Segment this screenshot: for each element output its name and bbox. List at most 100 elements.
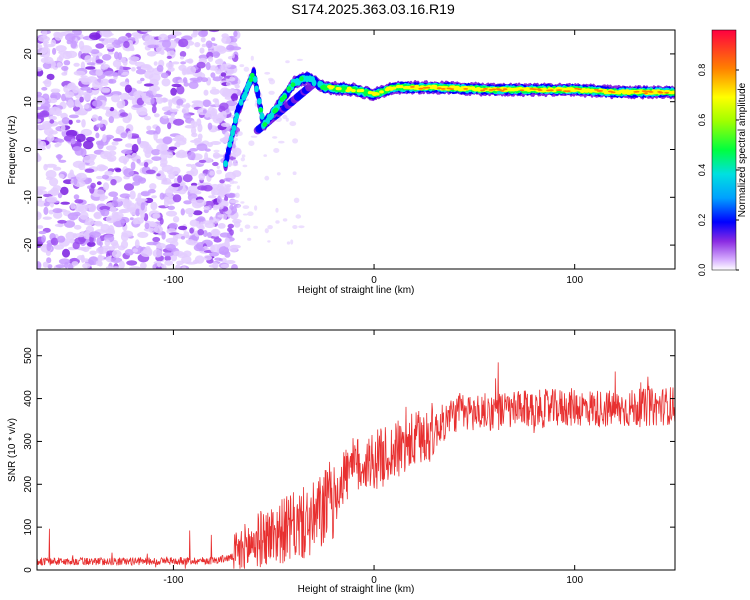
- noise-blob: [111, 39, 123, 48]
- ridge-blob: [549, 89, 554, 92]
- noise-blob: [49, 177, 59, 187]
- noise-blob: [70, 202, 76, 210]
- noise-blob: [126, 260, 138, 266]
- noise-blob: [213, 149, 220, 153]
- noise-blob: [43, 206, 49, 215]
- ridge-blob: [648, 91, 654, 93]
- noise-blob: [211, 37, 216, 42]
- noise-blob: [79, 211, 89, 220]
- noise-blob: [171, 83, 182, 88]
- noise-blob: [71, 30, 82, 36]
- noise-blob: [112, 138, 123, 142]
- ridge-blob: [379, 90, 384, 94]
- noise-blob: [227, 227, 233, 233]
- snr-panel: -100 0 100 0 100 200 300 400 500 Height of strai…: [7, 329, 676, 595]
- noise-blob: [212, 262, 219, 269]
- noise-blob: [189, 148, 198, 152]
- noise-blob: [64, 91, 75, 98]
- noise-blob: [97, 116, 103, 121]
- noise-blob: [58, 159, 67, 163]
- noise-blob: [182, 174, 193, 183]
- noise-blob: [191, 132, 198, 138]
- noise-blob: [289, 121, 297, 127]
- colorbar-tick-label: 0.0: [697, 264, 707, 277]
- noise-blob: [50, 39, 57, 47]
- ridge-blob: [410, 86, 415, 88]
- ridge-blob: [254, 85, 259, 93]
- noise-blob: [197, 133, 203, 140]
- noise-blob: [162, 136, 173, 145]
- noise-blob: [106, 43, 114, 50]
- noise-blob: [212, 161, 219, 167]
- noise-blob: [165, 244, 177, 251]
- noise-blob: [170, 113, 176, 118]
- noise-blob: [180, 61, 187, 65]
- noise-blob: [211, 128, 216, 132]
- noise-blob: [59, 31, 67, 36]
- noise-blob: [107, 51, 114, 55]
- noise-blob: [298, 225, 305, 229]
- noise-blob: [224, 239, 230, 248]
- noise-blob: [40, 102, 51, 110]
- ridge-blob: [598, 90, 603, 92]
- noise-blob: [231, 264, 238, 269]
- noise-blob: [108, 191, 119, 197]
- ridge-blob: [557, 89, 563, 91]
- noise-blob: [62, 51, 72, 60]
- noise-blob: [227, 104, 237, 111]
- noise-blob: [212, 229, 219, 237]
- noise-blob: [121, 71, 130, 76]
- noise-blob: [80, 148, 87, 158]
- noise-blob: [244, 224, 251, 229]
- noise-blob: [80, 75, 88, 79]
- noise-blob: [187, 58, 194, 64]
- noise-blob: [115, 111, 121, 115]
- ridge-blob: [329, 85, 335, 89]
- x-tick-label: 100: [566, 275, 583, 286]
- noise-blob: [128, 96, 135, 101]
- noise-blob: [72, 106, 81, 112]
- y-tick-label: 0: [23, 146, 34, 152]
- noise-blob: [50, 237, 59, 246]
- noise-blob: [48, 97, 58, 104]
- noise-blob: [67, 83, 74, 89]
- noise-blob: [60, 186, 69, 196]
- noise-blob: [232, 147, 242, 157]
- noise-blob: [192, 79, 202, 83]
- noise-blob: [46, 73, 55, 81]
- noise-blob: [74, 237, 86, 245]
- noise-blob: [282, 114, 288, 120]
- noise-blob: [211, 86, 216, 90]
- noise-blob: [119, 65, 124, 74]
- ridge-blob: [286, 86, 292, 92]
- noise-blob: [234, 84, 240, 89]
- ridge-blob: [658, 91, 664, 94]
- noise-blob: [205, 40, 213, 49]
- noise-blob: [153, 61, 158, 66]
- noise-blob: [149, 183, 157, 190]
- noise-blob: [167, 34, 177, 39]
- noise-blob: [80, 77, 90, 83]
- x-tick-label: 0: [371, 575, 377, 586]
- noise-blob: [84, 168, 95, 173]
- noise-blob: [166, 169, 173, 175]
- colorbar-tick-label: 0.8: [697, 64, 707, 77]
- noise-blob: [99, 205, 111, 211]
- noise-blob: [275, 220, 280, 224]
- noise-blob: [114, 51, 119, 60]
- noise-blob: [167, 122, 172, 130]
- noise-blob: [57, 192, 63, 199]
- y-tick-label: 20: [23, 48, 34, 60]
- noise-blob: [129, 190, 136, 200]
- noise-blob: [179, 56, 185, 60]
- noise-blob: [195, 217, 205, 222]
- noise-blob: [242, 205, 250, 210]
- noise-blob: [42, 216, 52, 220]
- noise-blob: [226, 44, 235, 51]
- ridge-blob: [282, 94, 287, 100]
- noise-blob: [96, 247, 108, 255]
- noise-blob: [37, 212, 42, 217]
- noise-blob: [152, 213, 160, 219]
- noise-blob: [57, 235, 66, 243]
- ridge-blob: [252, 76, 258, 83]
